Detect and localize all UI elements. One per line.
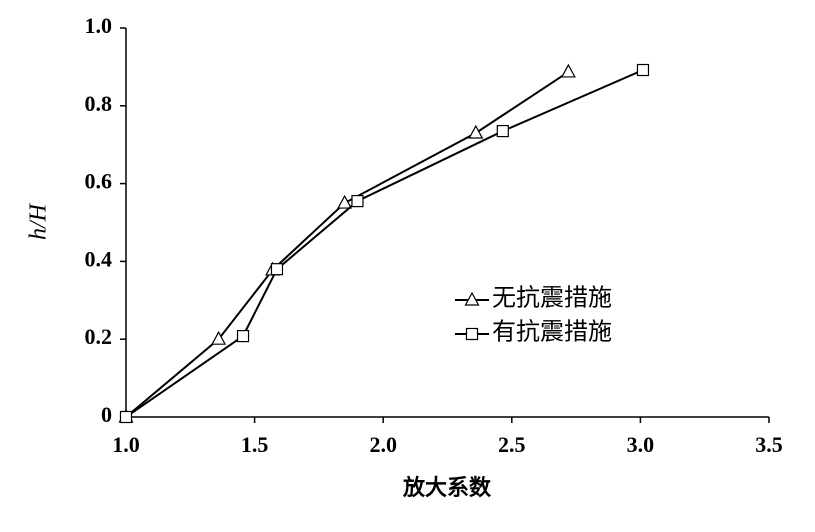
marker (560, 63, 576, 78)
legend-marker (464, 291, 480, 306)
marker (351, 195, 364, 208)
marker (119, 410, 133, 424)
x-axis-label: 放大系数 (402, 475, 492, 500)
series-line (125, 71, 569, 418)
marker (496, 124, 509, 138)
legend-label: 有抗震措施 (492, 319, 612, 346)
legend-marker (465, 327, 479, 341)
x-tick-label: 1.0 (112, 432, 140, 457)
legend-label: 无抗震措施 (492, 285, 612, 312)
marker (236, 329, 250, 343)
y-tick-label: 0.4 (85, 246, 113, 271)
x-tick-label: 2.0 (369, 432, 397, 457)
marker (636, 63, 650, 77)
x-tick-label: 2.5 (498, 432, 526, 457)
marker (270, 263, 284, 276)
y-axis-label: h/H (26, 202, 52, 240)
y-tick-label: 0.2 (85, 324, 113, 349)
x-tick-label: 1.5 (241, 432, 269, 457)
y-tick-label: 1.0 (85, 13, 113, 38)
y-tick-label: 0.8 (85, 91, 113, 116)
x-tick-label: 3.5 (755, 432, 783, 457)
marker (211, 330, 227, 345)
series-line (125, 69, 644, 418)
y-tick-label: 0 (101, 402, 112, 427)
x-tick-label: 3.0 (627, 432, 655, 457)
marker (468, 124, 484, 139)
y-tick-label: 0.6 (85, 169, 113, 194)
marker (337, 194, 353, 209)
